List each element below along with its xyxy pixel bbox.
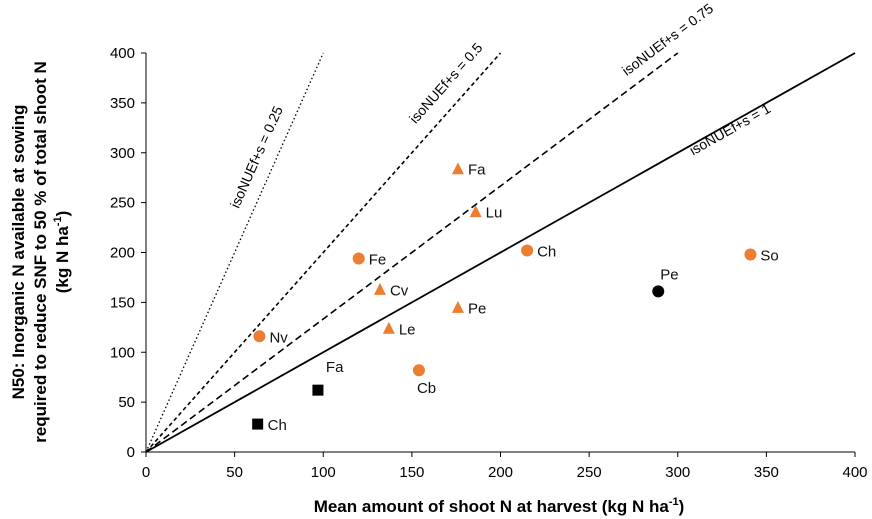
data-point-label: Fa <box>326 359 344 376</box>
y-axis-title-line1: N50: Inorganic N available at sowing <box>9 105 28 400</box>
y-tick-label: 300 <box>110 145 135 162</box>
reference-line-label: isoNUEf+s = 0.75 <box>619 0 717 79</box>
data-point-label: Ch <box>537 244 556 261</box>
x-tick-label: 350 <box>754 464 779 481</box>
x-tick-label: 150 <box>399 464 424 481</box>
data-point-label: Cb <box>417 380 436 397</box>
data-point-label: Ch <box>268 417 287 434</box>
y-tick-label: 100 <box>110 344 135 361</box>
reference-line <box>145 52 679 453</box>
y-tick-label: 350 <box>110 95 135 112</box>
y-tick-label: 50 <box>118 394 135 411</box>
y-tick-label: 0 <box>127 444 135 461</box>
data-point-label: Nv <box>269 329 288 346</box>
data-point-circle <box>352 252 365 265</box>
x-tick-label: 50 <box>226 464 243 481</box>
x-tick-label: 200 <box>488 464 513 481</box>
y-axis-title-line2: required to reduce SNF to 50 % of total … <box>31 61 50 443</box>
x-tick-label: 250 <box>577 464 602 481</box>
x-tick-label: 400 <box>842 464 867 481</box>
data-point-label: Pe <box>468 300 486 317</box>
y-tick-label: 150 <box>110 294 135 311</box>
reference-line <box>145 52 502 453</box>
reference-line-label: isoNUEf+s = 0.25 <box>227 103 286 210</box>
reference-line <box>145 52 856 453</box>
data-point-label: Cv <box>390 282 409 299</box>
y-axis-title-line3: (kg N ha-1) <box>52 211 72 294</box>
y-tick-label: 200 <box>110 245 135 262</box>
reference-lines <box>145 52 856 453</box>
data-point-triangle <box>382 321 395 334</box>
data-point-triangle <box>451 162 464 175</box>
data-point-triangle <box>373 282 386 295</box>
data-point-label: Lu <box>486 205 503 222</box>
reference-line <box>145 52 324 453</box>
data-point-circle <box>652 285 665 298</box>
x-tick-label: 100 <box>311 464 336 481</box>
y-tick-label: 400 <box>110 45 135 62</box>
data-point-square <box>252 418 264 430</box>
data-point-label: Le <box>399 321 416 338</box>
x-tick-label: 300 <box>665 464 690 481</box>
data-point-circle <box>521 244 534 257</box>
data-point-square <box>312 384 324 396</box>
data-point-label: Fe <box>369 251 387 268</box>
data-point-label: Fa <box>468 162 486 179</box>
x-axis-title: Mean amount of shoot N at harvest (kg N … <box>314 496 685 516</box>
data-points: Nv Fe Cb Ch So Fa Lu Cv Pe Le Fa Ch Pe <box>252 162 779 434</box>
data-point-circle <box>412 364 425 377</box>
axes: 0 50 100 150 200 250 300 350 400 0 50 100 150 200 250 3… <box>110 45 868 481</box>
data-point-label: So <box>760 247 778 264</box>
x-tick-label: 0 <box>142 464 150 481</box>
data-point-circle <box>253 330 266 343</box>
data-point-triangle <box>451 300 464 313</box>
reference-line-label: isoNUEf+s = 1 <box>687 100 774 158</box>
y-tick-label: 250 <box>110 195 135 212</box>
data-point-triangle <box>469 205 482 218</box>
data-point-circle <box>744 248 757 261</box>
data-point-label: Pe <box>660 266 678 283</box>
